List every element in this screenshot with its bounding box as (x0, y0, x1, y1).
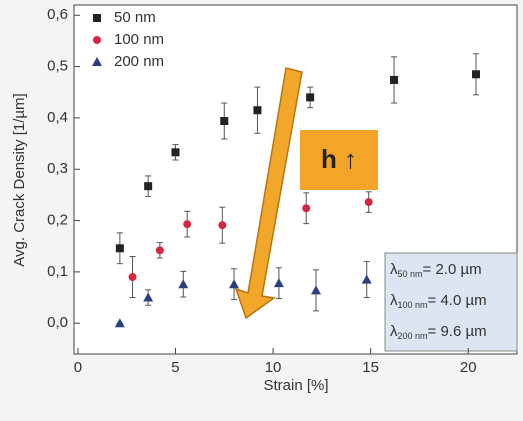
y-axis-label: Avg. Crack Density [1/µm] (11, 93, 28, 266)
point (253, 106, 262, 115)
point (302, 204, 311, 213)
point (361, 274, 372, 284)
y-tick-label: 0,4 (47, 109, 68, 126)
legend-label: 50 nm (114, 9, 156, 26)
arrow (234, 67, 303, 320)
lambda-value: = 9.6 µm (428, 323, 487, 340)
point (273, 278, 284, 288)
arrow-label: h ↑ (321, 144, 357, 174)
lambda-value: = 4.0 µm (428, 292, 487, 309)
point (229, 279, 240, 289)
legend-label: 100 nm (114, 31, 164, 48)
lambda-value: = 2.0 µm (423, 261, 482, 278)
x-tick-label: 15 (362, 359, 379, 376)
point (143, 292, 154, 302)
lambda-entry: λ50 nm= 2.0 µm (390, 261, 482, 279)
lambda-sub: 50 nm (398, 269, 423, 279)
point (115, 244, 124, 253)
legend-marker (93, 36, 101, 44)
lambda-sub: 100 nm (398, 300, 428, 310)
point (171, 148, 180, 157)
point (114, 318, 125, 328)
legend-marker (92, 57, 102, 66)
lambda-symbol: λ (390, 261, 398, 278)
x-tick-label: 0 (74, 359, 82, 376)
point (306, 93, 315, 102)
x-tick-label: 10 (265, 359, 282, 376)
label-box (300, 130, 378, 190)
y-tick-label: 0,1 (47, 263, 68, 280)
point (144, 182, 153, 191)
point (364, 198, 373, 207)
y-tick-label: 0,3 (47, 160, 68, 177)
y-tick-label: 0,5 (47, 58, 68, 75)
point (128, 273, 137, 282)
point (310, 285, 321, 295)
point (155, 246, 164, 255)
x-tick-label: 5 (171, 359, 179, 376)
legend-label: 200 nm (114, 53, 164, 70)
point (183, 220, 192, 229)
point (218, 221, 227, 230)
point (390, 75, 399, 84)
legend-marker (93, 14, 101, 22)
lambda-entry: λ200 nm= 9.6 µm (390, 323, 487, 341)
lambda-sub: 200 nm (398, 331, 428, 341)
lambda-entry: λ100 nm= 4.0 µm (390, 292, 487, 310)
lambda-symbol: λ (390, 323, 398, 340)
x-axis-label: Strain [%] (263, 377, 328, 394)
y-tick-label: 0,2 (47, 212, 68, 229)
lambda-box (384, 252, 518, 352)
point (472, 70, 481, 79)
y-tick-label: 0,6 (47, 6, 68, 23)
lambda-symbol: λ (390, 292, 398, 309)
point (220, 116, 229, 125)
x-tick-label: 20 (460, 359, 477, 376)
point (178, 279, 189, 289)
y-tick-label: 0,0 (47, 314, 68, 331)
